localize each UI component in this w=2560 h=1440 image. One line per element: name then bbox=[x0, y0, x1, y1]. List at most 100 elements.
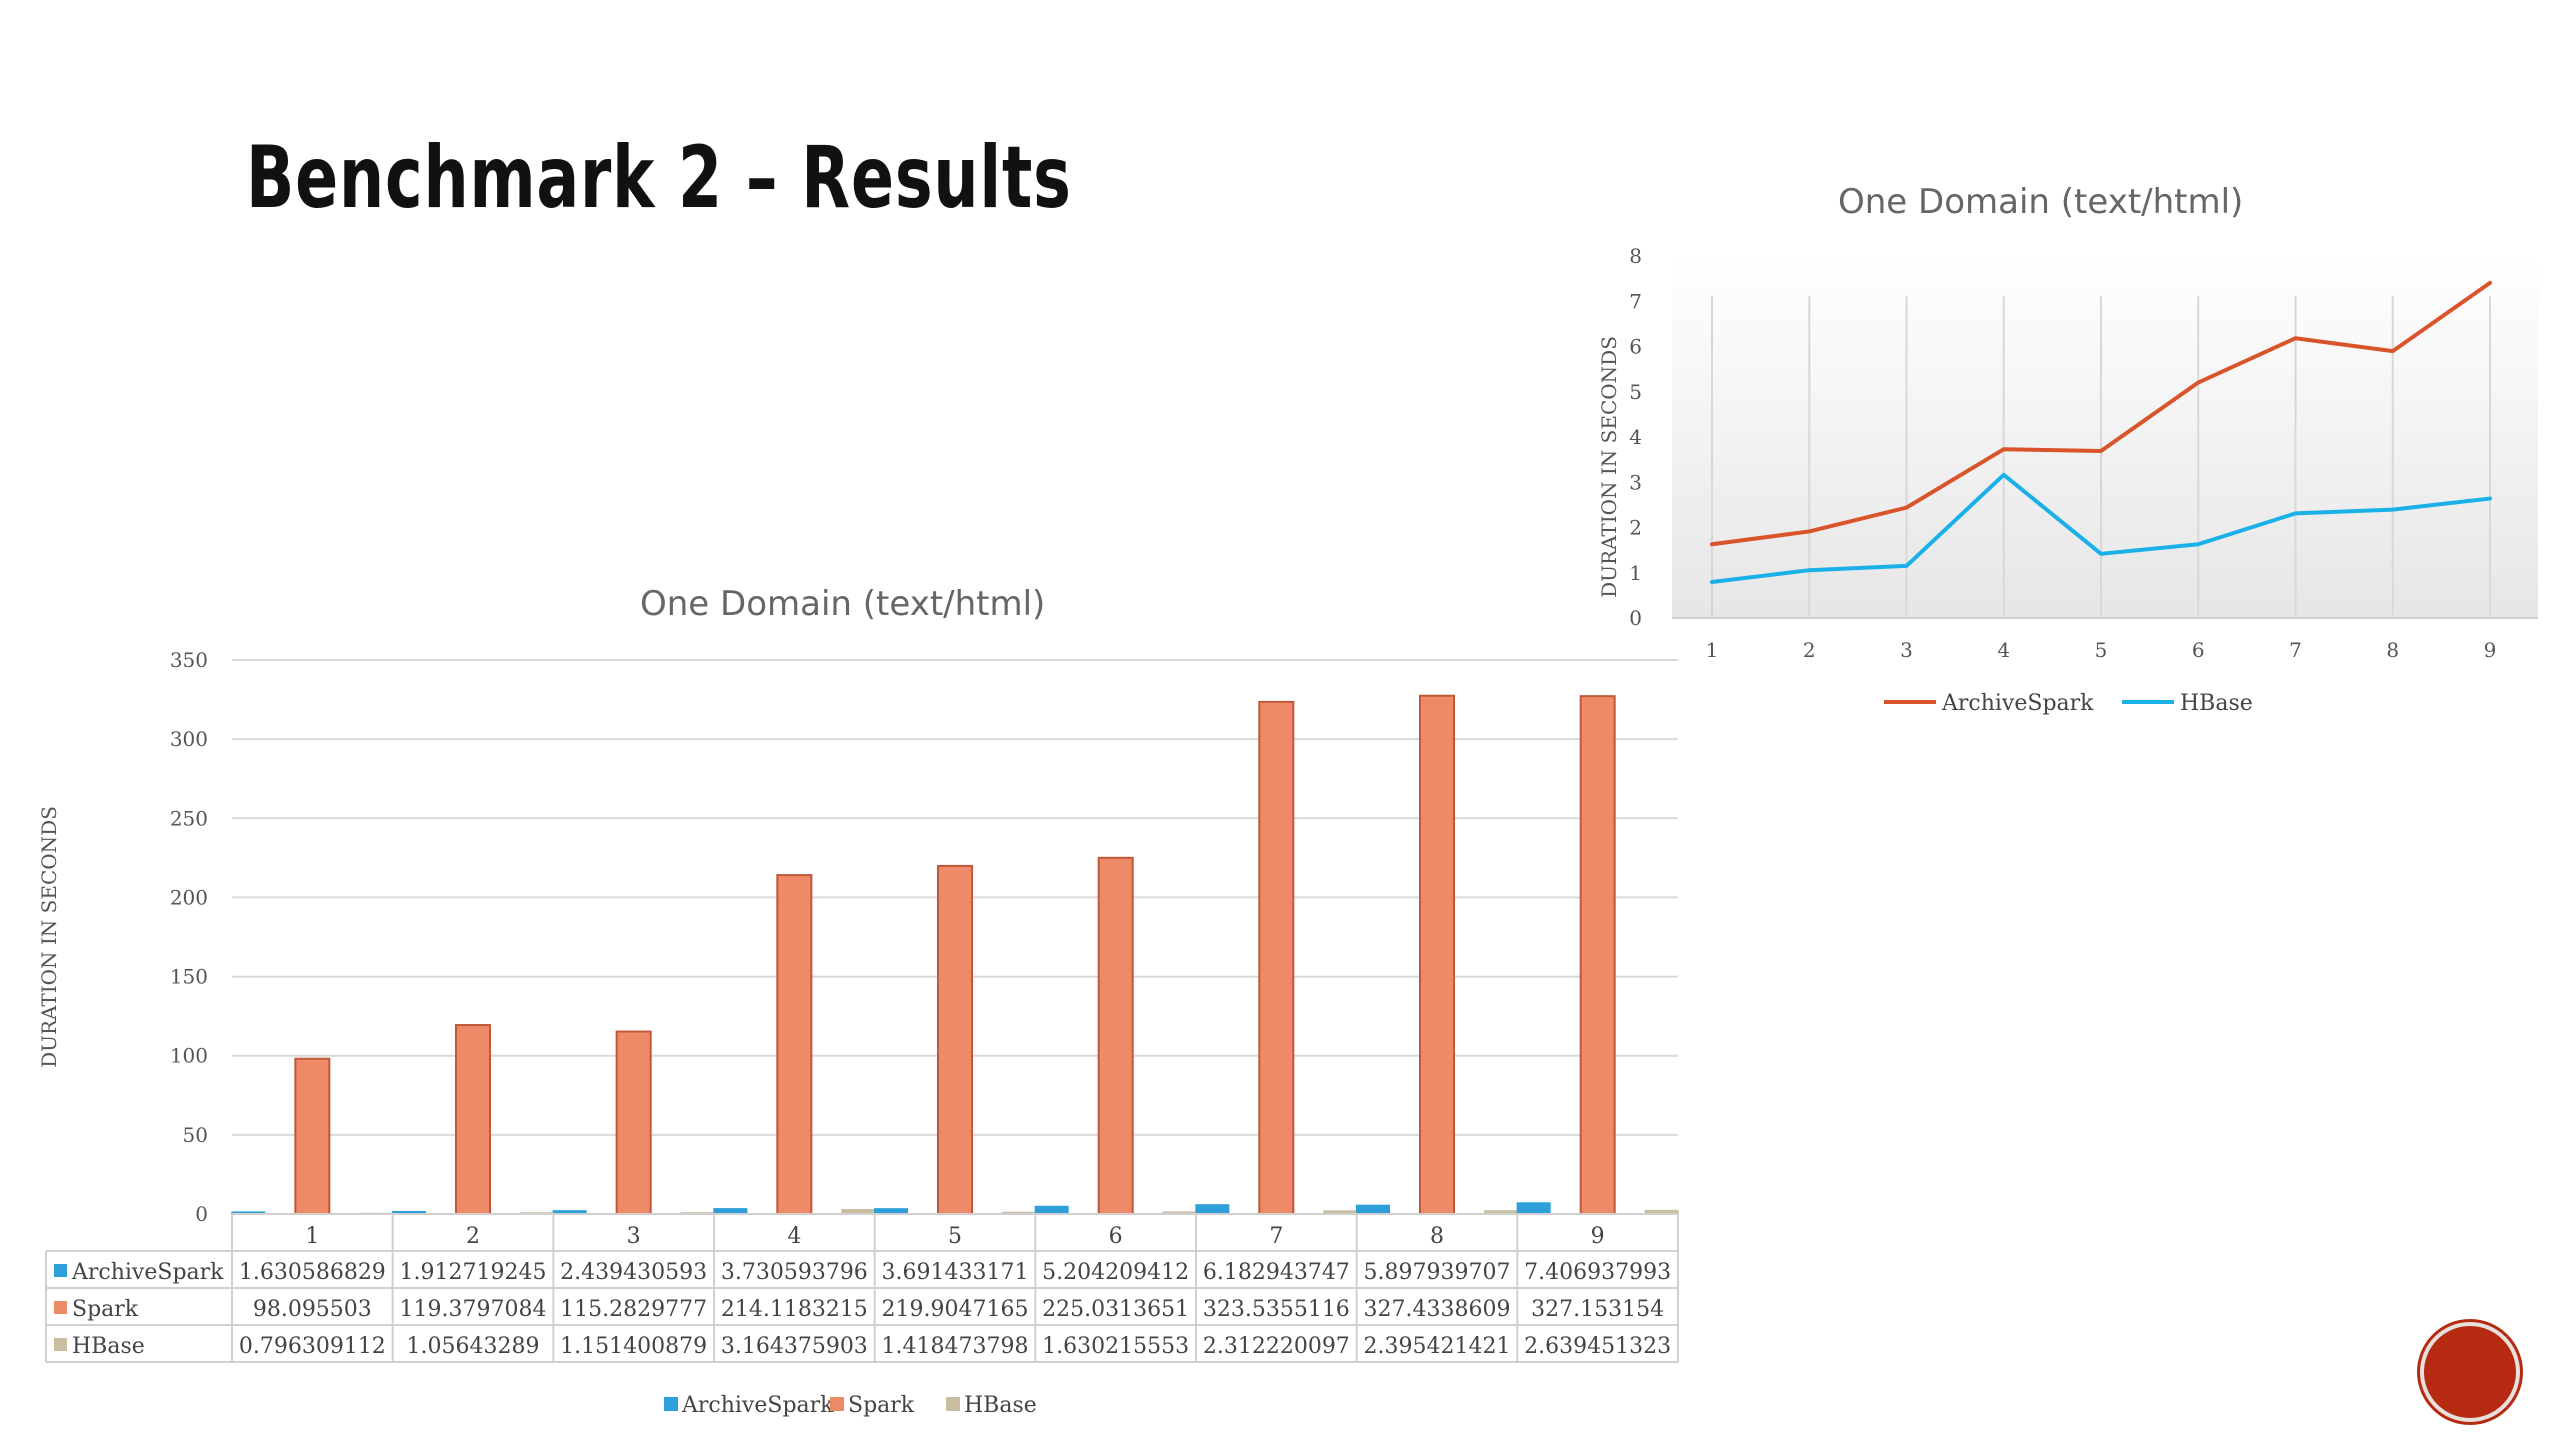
bar-spark-3 bbox=[615, 1030, 652, 1216]
line-y-tick-label: 7 bbox=[1629, 289, 1642, 313]
bar-archivespark-8 bbox=[1356, 1204, 1390, 1214]
table-cell: 1.151400879 bbox=[560, 1334, 707, 1359]
line-x-tick-label: 3 bbox=[1900, 638, 1913, 662]
bar-y-tick-label: 0 bbox=[195, 1202, 208, 1226]
slide-title: Benchmark 2 – Results bbox=[246, 128, 1072, 228]
table-legend-key bbox=[54, 1338, 67, 1351]
legend-label: Spark bbox=[848, 1393, 915, 1418]
bar-archivespark-5 bbox=[874, 1208, 908, 1214]
bar-y-tick-label: 50 bbox=[183, 1123, 208, 1147]
line-y-tick-label: 3 bbox=[1629, 470, 1642, 494]
bar-archivespark-7 bbox=[1195, 1204, 1230, 1214]
line-y-tick-label: 2 bbox=[1629, 516, 1642, 540]
table-header-cell: 8 bbox=[1430, 1224, 1444, 1249]
bar-spark-6 bbox=[1097, 856, 1134, 1215]
table-cell: 3.691433171 bbox=[882, 1260, 1029, 1285]
bar-y-tick-label: 150 bbox=[170, 965, 208, 989]
line-y-tick-label: 1 bbox=[1629, 561, 1642, 585]
table-series-name: HBase bbox=[72, 1334, 145, 1359]
legend-key-hbase bbox=[946, 1397, 960, 1411]
line-x-tick-label: 5 bbox=[2095, 638, 2108, 662]
table-header-cell: 2 bbox=[466, 1224, 480, 1249]
table-cell: 2.395421421 bbox=[1364, 1334, 1511, 1359]
bar-hbase-6 bbox=[1162, 1211, 1197, 1214]
line-series-archivespark bbox=[1710, 280, 2492, 547]
table-cell: 214.1183215 bbox=[721, 1297, 868, 1322]
table-cell: 3.164375903 bbox=[721, 1334, 868, 1359]
bar-spark-4 bbox=[776, 874, 813, 1215]
table-cell: 2.439430593 bbox=[560, 1260, 707, 1285]
line-x-tick-label: 9 bbox=[2484, 638, 2497, 662]
line-y-tick-label: 8 bbox=[1629, 244, 1642, 268]
line-plot-area bbox=[1672, 256, 2538, 618]
line-legend-label: ArchiveSpark bbox=[1941, 691, 2094, 716]
line-series-hbase bbox=[1710, 472, 2492, 584]
bar-archivespark-4 bbox=[713, 1208, 748, 1214]
line-chart-title: One Domain (text/html) bbox=[1838, 182, 2244, 222]
bar-hbase-7 bbox=[1323, 1210, 1358, 1214]
table-cell: 5.204209412 bbox=[1042, 1260, 1189, 1285]
table-legend-key bbox=[54, 1301, 67, 1314]
line-x-tick-label: 2 bbox=[1803, 638, 1816, 662]
table-cell: 3.730593796 bbox=[721, 1260, 868, 1285]
slide-logo-badge bbox=[2420, 1322, 2520, 1422]
line-y-axis-label: DURATION IN SECONDS bbox=[1597, 336, 1621, 598]
legend-label: HBase bbox=[964, 1393, 1037, 1418]
table-series-name: Spark bbox=[72, 1297, 139, 1322]
bar-archivespark-9 bbox=[1516, 1202, 1551, 1214]
bar-y-tick-label: 250 bbox=[170, 806, 208, 830]
line-x-tick-label: 4 bbox=[1997, 638, 2010, 662]
table-header-cell: 4 bbox=[787, 1224, 801, 1249]
table-legend-key bbox=[54, 1264, 67, 1277]
bar-hbase-5 bbox=[1002, 1211, 1036, 1214]
bar-spark-1 bbox=[294, 1057, 331, 1216]
legend-label: ArchiveSpark bbox=[681, 1393, 834, 1418]
bar-chart-title: One Domain (text/html) bbox=[640, 584, 1046, 624]
line-y-tick-label: 0 bbox=[1629, 606, 1642, 630]
table-cell: 0.796309112 bbox=[239, 1334, 386, 1359]
line-x-tick-label: 6 bbox=[2192, 638, 2205, 662]
table-header-cell: 7 bbox=[1269, 1224, 1283, 1249]
line-y-tick-label: 4 bbox=[1629, 425, 1642, 449]
table-cell: 327.153154 bbox=[1531, 1297, 1664, 1322]
table-cell: 5.897939707 bbox=[1364, 1260, 1511, 1285]
line-x-tick-label: 8 bbox=[2386, 638, 2399, 662]
table-cell: 219.9047165 bbox=[882, 1297, 1029, 1322]
table-header-cell: 1 bbox=[305, 1224, 319, 1249]
bar-spark-8 bbox=[1419, 694, 1455, 1215]
table-series-name: ArchiveSpark bbox=[71, 1260, 224, 1285]
bar-archivespark-1 bbox=[231, 1211, 266, 1214]
legend-key-spark bbox=[830, 1397, 844, 1411]
table-cell: 7.406937993 bbox=[1524, 1260, 1671, 1285]
table-header-cell: 3 bbox=[627, 1224, 641, 1249]
table-cell: 1.630215553 bbox=[1042, 1334, 1189, 1359]
table-cell: 1.418473798 bbox=[882, 1334, 1029, 1359]
table-cell: 225.0313651 bbox=[1042, 1297, 1189, 1322]
bar-y-tick-label: 350 bbox=[170, 648, 208, 672]
table-header-cell: 9 bbox=[1591, 1224, 1605, 1249]
table-cell: 2.639451323 bbox=[1524, 1334, 1671, 1359]
line-y-tick-label: 5 bbox=[1629, 380, 1642, 404]
table-cell: 1.912719245 bbox=[400, 1260, 547, 1285]
bar-y-tick-label: 300 bbox=[170, 727, 208, 751]
table-cell: 327.4338609 bbox=[1364, 1297, 1511, 1322]
line-y-tick-label: 6 bbox=[1629, 335, 1642, 359]
table-header-cell: 5 bbox=[948, 1224, 962, 1249]
bar-archivespark-6 bbox=[1034, 1205, 1069, 1214]
table-cell: 1.05643289 bbox=[407, 1334, 540, 1359]
bar-y-axis-label: DURATION IN SECONDS bbox=[37, 806, 61, 1068]
table-cell: 98.095503 bbox=[253, 1297, 372, 1322]
table-cell: 119.3797084 bbox=[400, 1297, 547, 1322]
legend-key-archivespark bbox=[664, 1397, 678, 1411]
table-cell: 323.5355116 bbox=[1203, 1297, 1350, 1322]
table-cell: 2.312220097 bbox=[1203, 1334, 1350, 1359]
line-x-tick-label: 1 bbox=[1706, 638, 1719, 662]
bar-y-tick-label: 200 bbox=[170, 885, 208, 909]
bar-hbase-4 bbox=[841, 1208, 876, 1214]
line-legend-label: HBase bbox=[2180, 691, 2253, 716]
bar-spark-9 bbox=[1579, 695, 1616, 1215]
bar-archivespark-3 bbox=[552, 1210, 587, 1214]
table-cell: 115.2829777 bbox=[560, 1297, 707, 1322]
